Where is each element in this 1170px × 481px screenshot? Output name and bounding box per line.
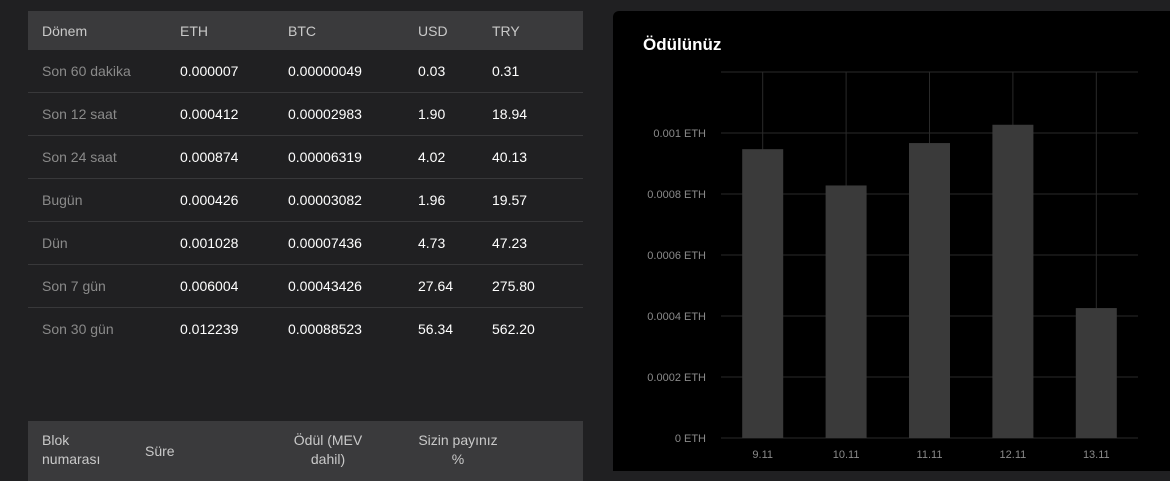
- period-cell: Bugün: [28, 178, 180, 222]
- usd-cell: 1.90: [418, 92, 492, 136]
- table-row: Dün 0.001028 0.00007436 4.73 47.23: [28, 221, 583, 265]
- try-cell: 19.57: [492, 178, 583, 222]
- eth-cell: 0.012239: [180, 321, 239, 337]
- y-tick-label: 0.001 ETH: [653, 128, 706, 140]
- blocks-table-header: Blok numarası Süre Ödül (MEV dahil) Sizi…: [28, 421, 583, 481]
- btc-cell: 0.00088523: [288, 321, 362, 337]
- x-tick-label: 13.11: [1083, 449, 1110, 461]
- col-header-block-number: Blok numarası: [42, 432, 101, 467]
- col-header-reward: Ödül (MEV dahil): [293, 432, 363, 467]
- period-cell: Dün: [28, 221, 180, 265]
- chart-title: Ödülünüz: [643, 35, 722, 54]
- table-row: Son 30 gün 0.012239 0.00088523 56.34 562…: [28, 308, 583, 351]
- eth-cell: 0.006004: [180, 264, 288, 308]
- eth-cell: 0.000007: [180, 50, 288, 93]
- bar: [742, 149, 784, 439]
- try-cell: 0.31: [492, 50, 583, 93]
- btc-cell: 0.00002983: [288, 92, 418, 136]
- btc-cell: 0.00000049: [288, 50, 418, 93]
- period-cell: Son 30 gün: [42, 321, 114, 337]
- col-header-try: TRY: [492, 11, 583, 50]
- earnings-table: Dönem ETH BTC USD TRY Son 60 dakika 0.00…: [28, 11, 583, 350]
- usd-cell: 0.03: [418, 50, 492, 93]
- eth-cell: 0.001028: [180, 221, 288, 265]
- period-cell: Son 12 saat: [28, 92, 180, 136]
- y-tick-label: 0 ETH: [675, 433, 706, 445]
- try-cell: 47.23: [492, 221, 583, 265]
- btc-cell: 0.00003082: [288, 178, 418, 222]
- table-row: Son 12 saat 0.000412 0.00002983 1.90 18.…: [28, 92, 583, 136]
- x-tick-label: 10.11: [833, 449, 860, 461]
- col-header-usd: USD: [418, 11, 492, 50]
- bar: [825, 185, 867, 438]
- table-header-row: Dönem ETH BTC USD TRY: [28, 11, 583, 50]
- usd-cell: 4.02: [418, 135, 492, 179]
- try-cell: 275.80: [492, 264, 583, 308]
- y-tick-label: 0.0008 ETH: [647, 189, 706, 201]
- btc-cell: 0.00043426: [288, 264, 418, 308]
- table-row: Son 24 saat 0.000874 0.00006319 4.02 40.…: [28, 135, 583, 179]
- period-cell: Son 7 gün: [28, 264, 180, 308]
- eth-cell: 0.000874: [180, 135, 288, 179]
- table-row: Son 7 gün 0.006004 0.00043426 27.64 275.…: [28, 264, 583, 308]
- col-header-time: Süre: [145, 443, 175, 459]
- y-tick-label: 0.0006 ETH: [647, 250, 706, 262]
- btc-cell: 0.00006319: [288, 135, 418, 179]
- usd-cell: 27.64: [418, 264, 492, 308]
- y-tick-label: 0.0002 ETH: [647, 372, 706, 384]
- period-cell: Son 60 dakika: [28, 50, 180, 93]
- y-tick-label: 0.0004 ETH: [647, 311, 706, 323]
- usd-cell: 4.73: [418, 221, 492, 265]
- try-cell: 18.94: [492, 92, 583, 136]
- reward-bar-chart: 0 ETH 0.0002 ETH 0.0004 ETH 0.0006 ETH 0.000…: [647, 71, 1138, 461]
- table-row: Bugün 0.000426 0.00003082 1.96 19.57: [28, 178, 583, 222]
- col-header-share: Sizin payınız %: [418, 432, 498, 467]
- btc-cell: 0.00007436: [288, 221, 418, 265]
- try-cell: 40.13: [492, 135, 583, 179]
- eth-cell: 0.000426: [180, 178, 288, 222]
- x-tick-label: 9.11: [752, 449, 773, 461]
- x-tick-label: 12.11: [1000, 449, 1027, 461]
- bar: [1075, 308, 1117, 438]
- usd-cell: 1.96: [418, 178, 492, 222]
- period-cell: Son 24 saat: [28, 135, 180, 179]
- col-header-eth: ETH: [180, 11, 288, 50]
- col-header-btc: BTC: [288, 11, 418, 50]
- bar: [992, 124, 1034, 438]
- eth-cell: 0.000412: [180, 92, 288, 136]
- col-header-period: Dönem: [28, 11, 180, 50]
- table-row: Son 60 dakika 0.000007 0.00000049 0.03 0…: [28, 50, 583, 93]
- bar: [909, 143, 950, 438]
- usd-cell: 56.34: [418, 321, 454, 337]
- reward-chart-panel: Ödülünüz 0 ETH 0.0002 ETH 0.0004 ETH 0.0006…: [613, 11, 1170, 471]
- x-tick-label: 11.11: [917, 449, 943, 461]
- try-cell: 562.20: [492, 321, 535, 337]
